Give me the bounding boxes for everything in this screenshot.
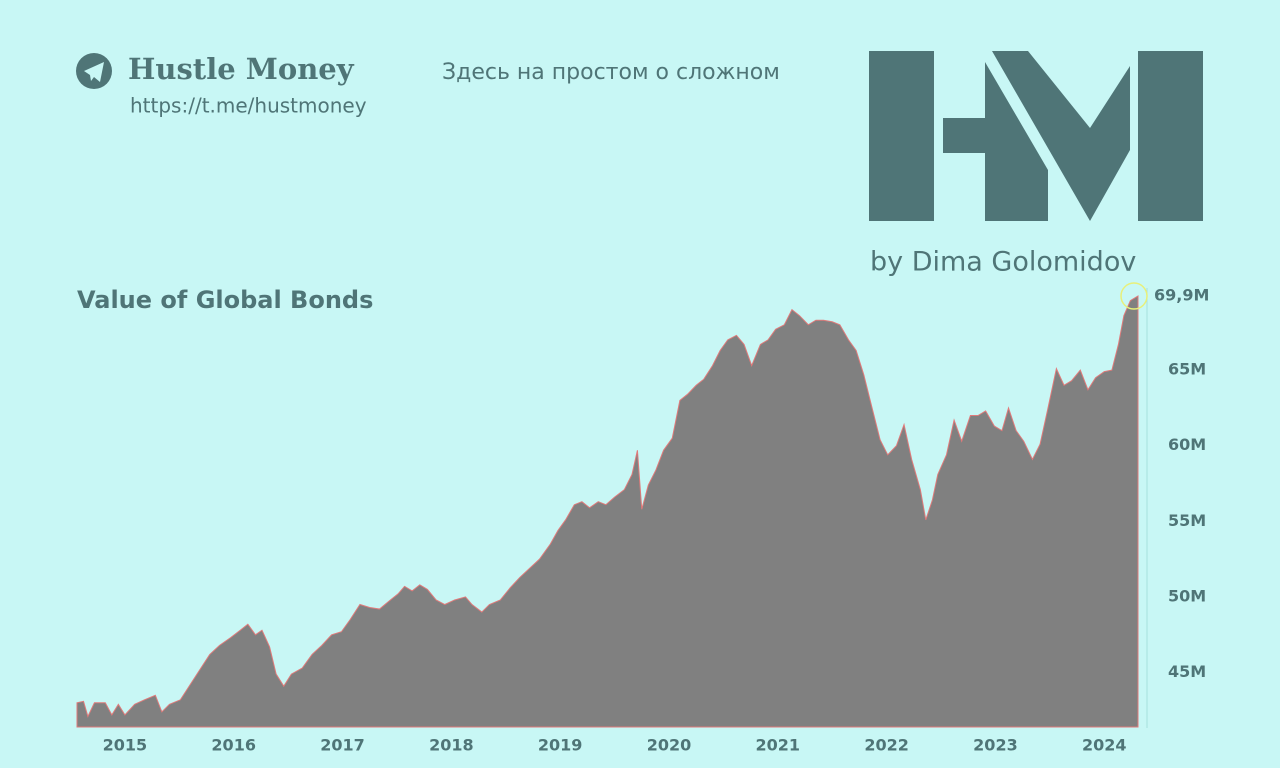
x-tick-label: 2023: [973, 736, 1018, 755]
telegram-icon: [76, 53, 112, 89]
x-tick-label: 2017: [320, 736, 365, 755]
end-marker: [1120, 282, 1148, 310]
x-tick-label: 2022: [864, 736, 909, 755]
tagline: Здесь на простом о сложном: [442, 60, 780, 85]
x-tick-label: 2019: [538, 736, 583, 755]
chart-title: Value of Global Bonds: [77, 286, 373, 314]
logo: [869, 51, 1203, 221]
x-tick-label: 2024: [1082, 736, 1127, 755]
x-tick-label: 2021: [756, 736, 801, 755]
x-tick-label: 2016: [211, 736, 256, 755]
x-tick-label: 2020: [647, 736, 692, 755]
x-tick-label: 2015: [103, 736, 148, 755]
url[interactable]: https://t.me/hustmoney: [130, 94, 367, 118]
area: [76, 295, 1139, 728]
brand[interactable]: Hustle Money: [128, 52, 355, 86]
y-tick-label: 65M: [1168, 360, 1206, 379]
y-tick-label: 60M: [1168, 435, 1206, 454]
x-tick-label: 2018: [429, 736, 474, 755]
y-tick-label: 45M: [1168, 662, 1206, 681]
y-tick-label: 55M: [1168, 511, 1206, 530]
y-tick-label: 50M: [1168, 586, 1206, 605]
end-label: 69,9M: [1154, 286, 1209, 305]
author: by Dima Golomidov: [870, 247, 1136, 278]
